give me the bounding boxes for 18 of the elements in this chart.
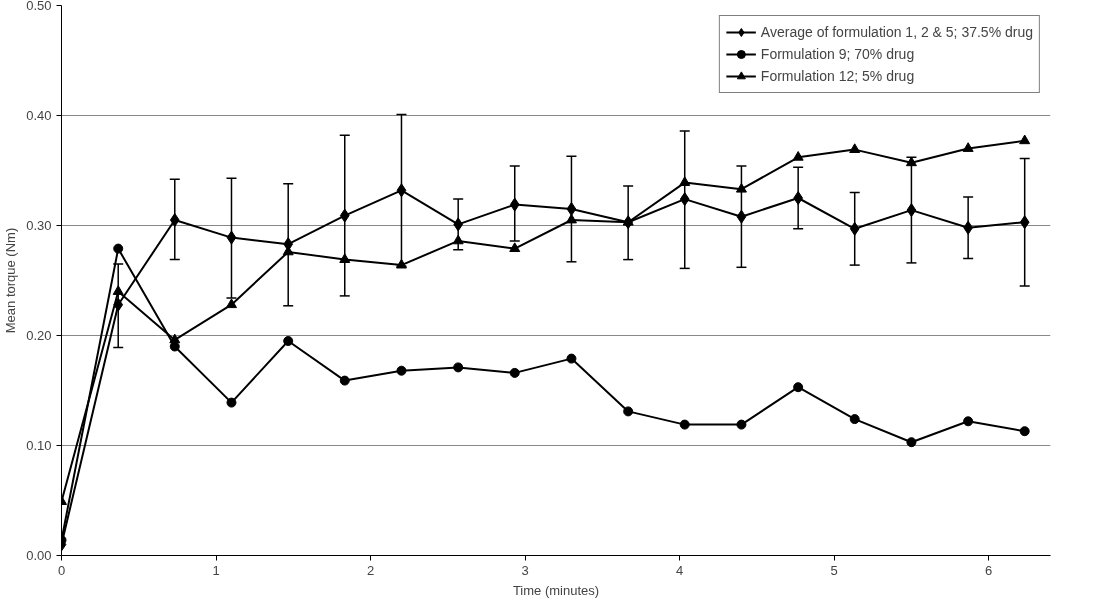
x-tick-label: 6: [985, 562, 993, 578]
y-tick-label: 0.10: [26, 438, 52, 453]
legend-label: Formulation 12; 5% drug: [760, 67, 915, 86]
x-tick-label: 5: [830, 562, 838, 578]
x-tick-label: 4: [676, 562, 684, 578]
x-axis-title: Time (minutes): [512, 582, 600, 598]
y-tick-label: 0.50: [26, 0, 52, 13]
y-axis-title: Mean torque (Nm): [3, 227, 19, 334]
y-tick-label: 0.00: [26, 548, 52, 563]
legend-label: Average of formulation 1, 2 & 5; 37.5% drug: [760, 23, 1033, 42]
x-tick-label: 2: [366, 562, 375, 578]
x-tick-label: 3: [521, 562, 529, 578]
y-tick-label: 0.30: [26, 218, 52, 233]
y-tick-label: 0.40: [26, 108, 52, 123]
y-tick-label: 0.20: [26, 328, 52, 343]
legend-label: Formulation 9; 70% drug: [760, 45, 915, 64]
x-tick-label: 0: [57, 562, 66, 578]
x-tick-label: 1: [212, 562, 220, 578]
